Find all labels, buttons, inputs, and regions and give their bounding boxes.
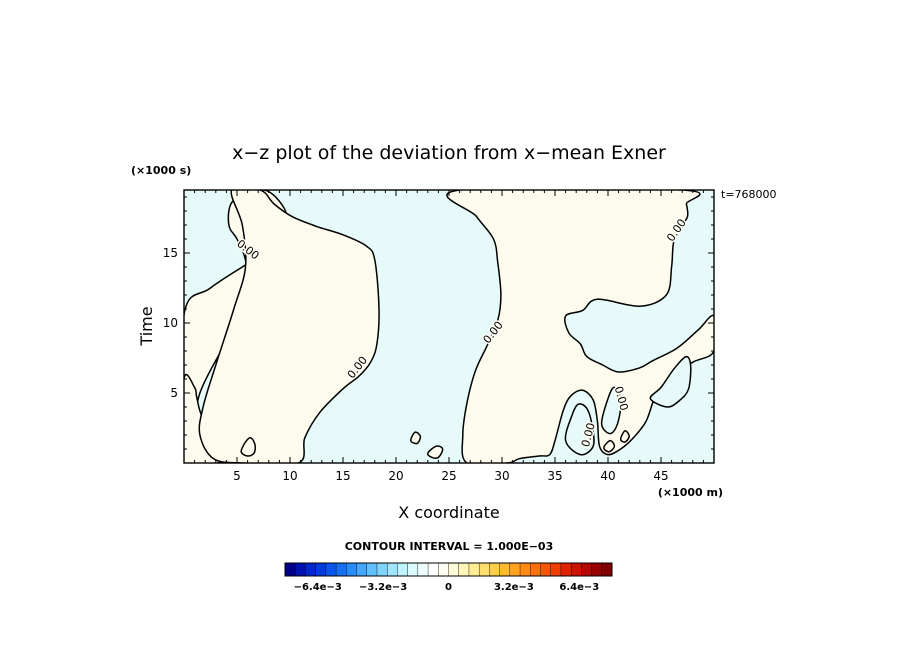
colorbar-swatch [335,562,347,577]
x-tick-label: 45 [653,469,668,483]
plot-area [184,190,714,463]
colorbar-swatch [519,562,531,577]
colorbar-swatch [325,562,337,577]
colorbar-swatch [591,562,603,577]
colorbar-swatch [478,562,490,577]
x-tick-label: 15 [335,469,350,483]
colorbar-swatch [468,562,480,577]
colorbar-swatch [530,562,541,577]
negative-island [564,403,595,456]
x-axis-label: X coordinate [398,503,499,522]
colorbar-swatch [356,562,368,577]
chart-title: x−z plot of the deviation from x−mean Ex… [232,142,666,164]
x-tick-label: 30 [494,469,509,483]
y-tick-label: 15 [163,246,178,260]
colorbar-tick-label: −3.2e−3 [359,582,407,593]
negative-island [600,386,622,435]
positive-island [426,445,444,459]
positive-regions [184,190,714,463]
colorbar-swatch [427,562,439,577]
x-unit-label: (×1000 m) [658,486,723,499]
colorbar-tick-label: 0 [445,582,452,593]
colorbar-swatch [458,562,470,577]
positive-island [603,439,616,453]
colorbar-frame [284,562,613,577]
contour-interval-text: CONTOUR INTERVAL = 1.000E−03 [345,540,554,553]
colorbar-swatch [601,562,613,577]
positive-islands [240,430,630,459]
colorbar-swatch [570,562,582,577]
x-tick-label: 20 [388,469,403,483]
colorbar-swatch [315,562,327,577]
colorbar-swatch [417,562,429,577]
colorbar-swatch [346,562,358,577]
colorbar-swatch [305,562,317,577]
colorbar-labels: −6.4e−3 −3.2e−3 0 3.2e−3 6.4e−3 [294,582,600,593]
colorbar [284,562,613,577]
positive-island [240,436,257,457]
colorbar-swatch [284,562,296,577]
x-tick-label: 10 [282,469,297,483]
colorbar-swatch [509,562,521,577]
colorbar-tick-label: −6.4e−3 [294,582,342,593]
x-axis: 5 10 15 20 25 30 35 40 45 [194,190,704,483]
colorbar-tick-label: 3.2e−3 [494,582,534,593]
x-tick-label: 25 [441,469,456,483]
y-unit-label: (×1000 s) [131,164,191,177]
colorbar-swatch [560,562,572,577]
x-tick-label: 5 [233,469,241,483]
time-stamp: t=768000 [721,188,777,201]
colorbar-swatch [499,562,511,577]
colorbar-swatch [376,562,388,577]
x-tick-label: 35 [547,469,562,483]
colorbar-swatch [397,562,409,577]
positive-region [198,190,380,463]
y-axis-label: Time [137,306,156,346]
positive-region [446,190,714,463]
y-tick-label: 10 [163,316,178,330]
colorbar-swatch [407,562,419,577]
negative-islands [564,355,692,456]
x-tick-label: 40 [600,469,615,483]
positive-island [410,431,422,445]
colorbar-swatch [386,562,398,577]
colorbar-swatch [489,562,501,577]
colorbar-swatch [366,562,378,577]
colorbar-swatch [438,562,449,577]
y-axis: 5 10 15 [163,196,714,450]
colorbar-swatch [540,562,552,577]
colorbar-swatch [550,562,562,577]
colorbar-tick-label: 6.4e−3 [559,582,599,593]
negative-island [649,355,692,408]
y-tick-label: 5 [170,386,178,400]
colorbar-swatch [448,562,460,577]
colorbar-swatch [295,562,306,577]
colorbar-swatch [581,562,593,577]
positive-island [619,430,630,443]
